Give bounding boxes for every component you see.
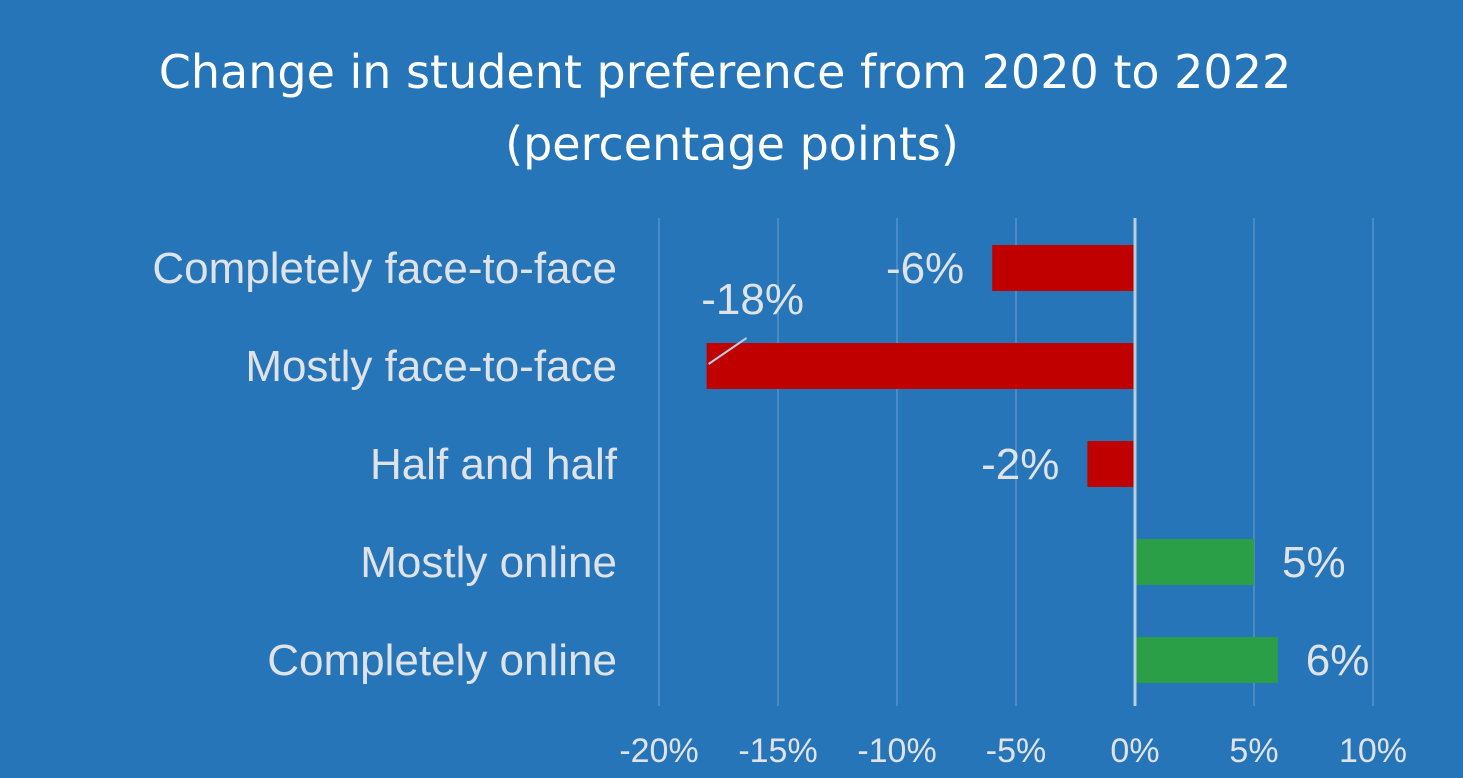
data-label: -6% (886, 244, 964, 293)
x-tick-label: 0% (1110, 732, 1159, 770)
data-labels: -6% -18% -2% 5% 6% (701, 244, 1369, 685)
leader-line (708, 337, 748, 365)
x-tick-label: 5% (1229, 732, 1278, 770)
data-label: 6% (1306, 636, 1370, 685)
x-tick-label: -20% (619, 732, 698, 770)
x-tick-label: -10% (857, 732, 936, 770)
data-label: 5% (1282, 538, 1346, 587)
x-tick-label: -15% (738, 732, 817, 770)
bars (706, 245, 1278, 683)
chart-subtitle: (percentage points) (505, 117, 959, 171)
category-label: Half and half (370, 440, 618, 489)
category-label: Mostly online (360, 538, 617, 587)
bar (1087, 441, 1135, 487)
x-tick-label: 10% (1339, 732, 1407, 770)
category-label: Mostly face-to-face (245, 342, 617, 391)
data-label: -18% (701, 275, 804, 324)
x-tick-labels: -20% -15% -10% -5% 0% 5% 10% (619, 732, 1407, 770)
x-tick-label: -5% (986, 732, 1046, 770)
gridlines (658, 218, 1374, 706)
bar (992, 245, 1135, 291)
category-label: Completely face-to-face (152, 244, 617, 293)
bar (1135, 539, 1254, 585)
bar (1135, 637, 1278, 683)
category-labels: Completely face-to-face Mostly face-to-fa… (152, 244, 617, 685)
bar (706, 343, 1135, 389)
category-label: Completely online (267, 636, 617, 685)
chart-title: Change in student preference from 2020 t… (159, 45, 1291, 99)
data-label: -2% (981, 440, 1059, 489)
